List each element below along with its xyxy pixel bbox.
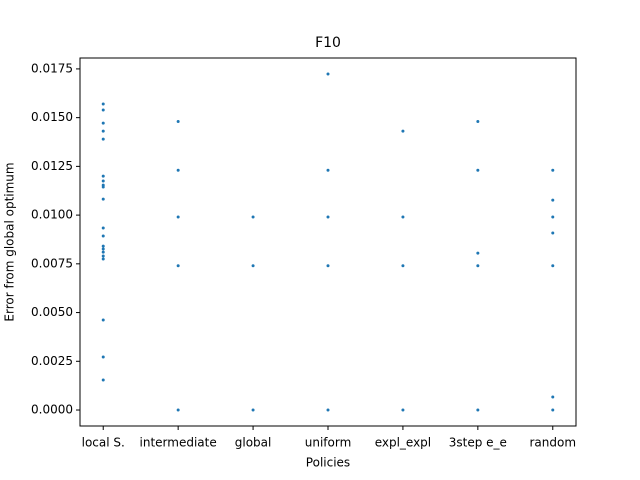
point [101,244,105,248]
point [101,179,105,183]
point [101,254,105,258]
point [551,198,555,202]
point [176,408,180,412]
x-tick-label: uniform [305,436,352,450]
plot-frame [79,57,577,427]
y-tick-label: 0.0025 [31,354,73,368]
point [101,355,105,359]
point [251,264,255,268]
x-tick-label: random [530,436,577,450]
point [101,226,105,230]
point [326,408,330,412]
point [551,231,555,235]
y-tick-label: 0.0000 [31,403,73,417]
point [101,102,105,106]
point [401,129,405,133]
point [101,318,105,322]
point [251,215,255,219]
y-tick-label: 0.0175 [31,61,73,75]
point [101,108,105,112]
point [551,395,555,399]
y-tick-label: 0.0075 [31,256,73,270]
point [101,121,105,125]
y-tick-label: 0.0100 [31,208,73,222]
point [101,137,105,141]
point [101,250,105,254]
point [551,168,555,172]
x-tick-label: expl_expl [375,436,431,450]
point [101,234,105,238]
point [101,197,105,201]
point [251,408,255,412]
point [101,378,105,382]
point [101,247,105,251]
point [176,168,180,172]
point [401,264,405,268]
point [551,264,555,268]
x-tick-label: intermediate [140,436,217,450]
point [101,129,105,133]
point [551,408,555,412]
point [101,174,105,178]
point [476,408,480,412]
point [326,72,330,76]
y-tick-label: 0.0125 [31,159,73,173]
y-axis-label: Error from global optimum [3,162,17,321]
y-tick-label: 0.0050 [31,305,73,319]
point [176,215,180,219]
x-tick-label: local S. [82,436,125,450]
point [476,264,480,268]
y-tick-label: 0.0150 [31,110,73,124]
point [401,215,405,219]
x-axis-label: Policies [306,456,350,470]
chart-title: F10 [315,35,341,51]
point [476,120,480,124]
point [101,257,105,261]
x-tick-label: global [235,436,272,450]
point [176,264,180,268]
point [551,215,555,219]
point [176,120,180,124]
point [476,251,480,255]
point [401,408,405,412]
point [326,215,330,219]
x-tick-label: 3step e_e [449,436,507,450]
point [476,168,480,172]
point [326,168,330,172]
point [326,264,330,268]
point [101,185,105,189]
